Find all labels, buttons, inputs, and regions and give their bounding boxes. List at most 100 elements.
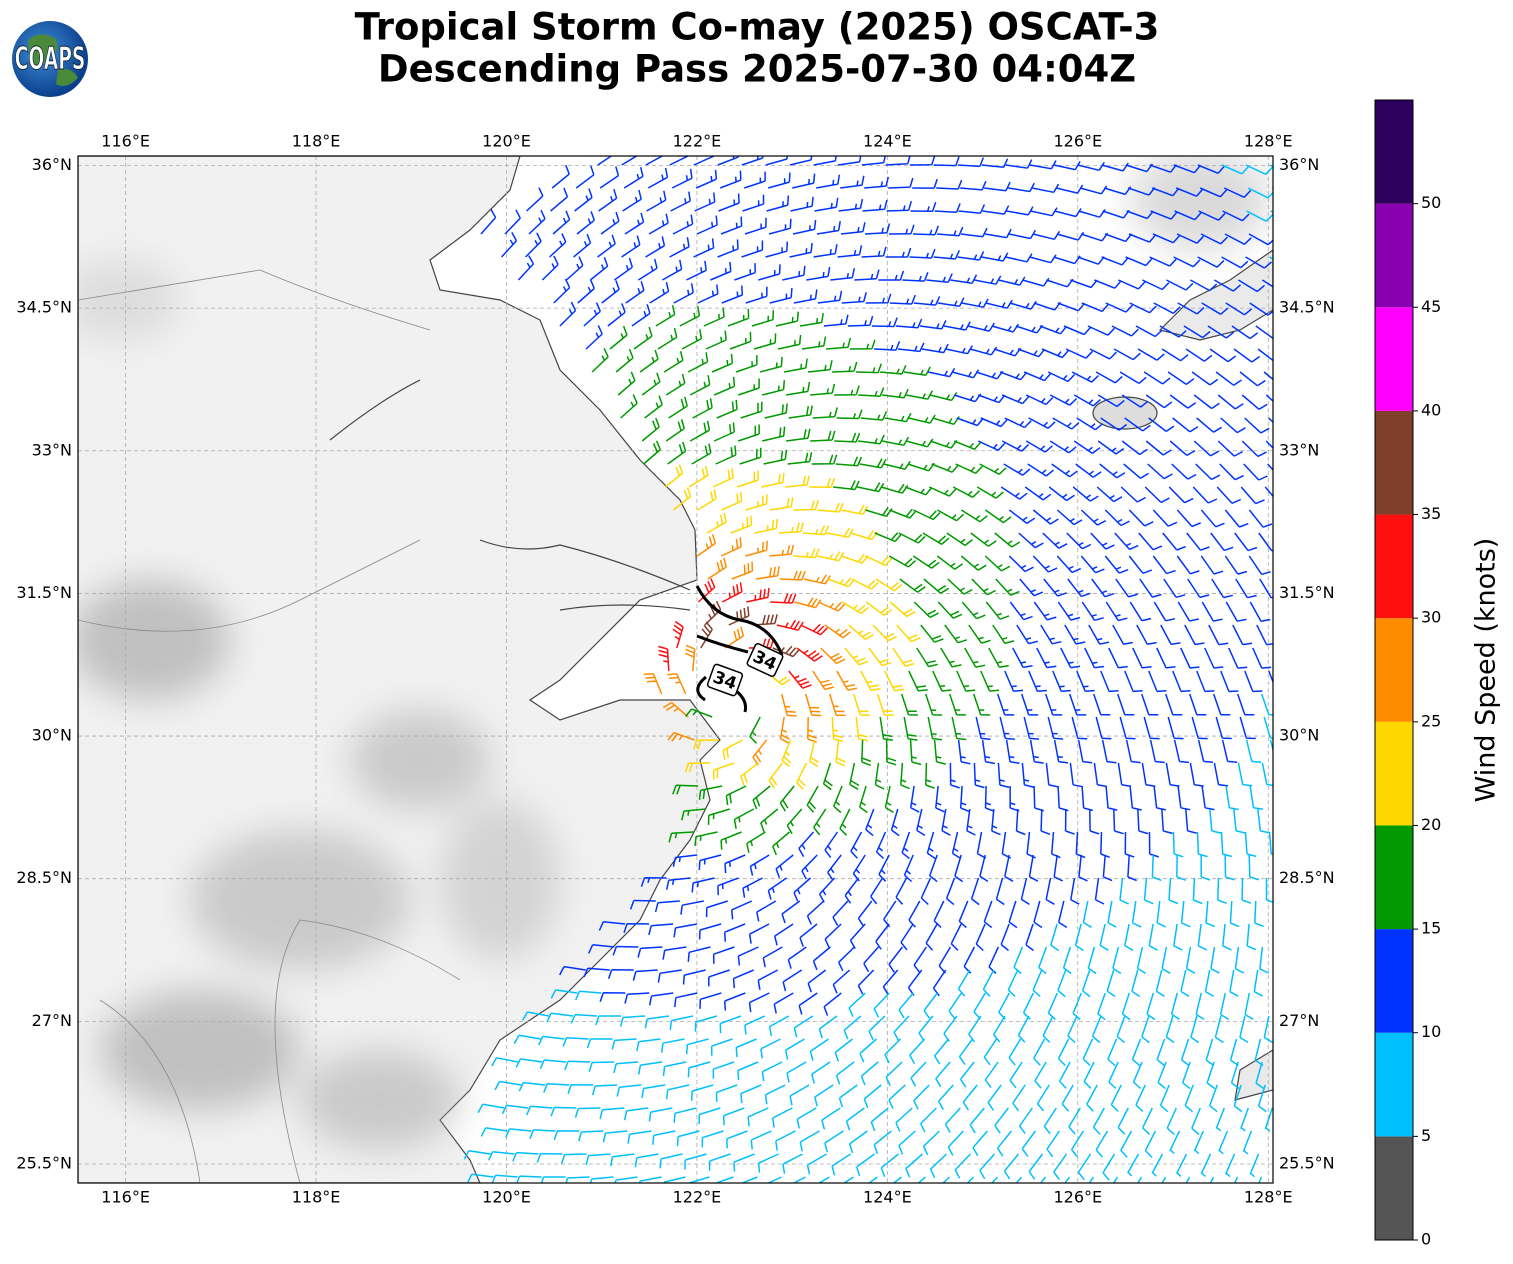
wind-barb	[1190, 279, 1218, 292]
wind-barb	[634, 1153, 659, 1168]
wind-barb	[917, 1176, 926, 1183]
wind-barb	[1034, 1061, 1047, 1089]
wind-barb	[670, 191, 691, 212]
lon-tick-label: 116°E	[101, 132, 150, 151]
wind-barb	[522, 1011, 550, 1021]
wind-barb	[667, 731, 695, 742]
wind-barb	[968, 1015, 982, 1043]
lon-tick-label: 126°E	[1053, 1188, 1102, 1207]
wind-barb	[932, 416, 960, 426]
wind-barb	[1219, 463, 1244, 481]
wind-barb	[766, 1176, 782, 1183]
wind-barb	[1007, 969, 1019, 998]
wind-barb	[806, 785, 819, 813]
wind-barb	[793, 548, 820, 559]
wind-barb	[536, 1152, 563, 1163]
wind-barb	[1063, 325, 1092, 336]
wind-barb	[859, 1038, 877, 1063]
wind-barb	[629, 899, 656, 910]
wind-barb	[858, 387, 885, 398]
wind-barb	[1058, 1061, 1071, 1089]
wind-barb	[1212, 693, 1231, 716]
wind-barb	[657, 327, 678, 350]
wind-barb	[1169, 440, 1196, 457]
wind-barb	[1028, 854, 1039, 882]
wind-barb	[980, 670, 1000, 692]
wind-barb	[1181, 1061, 1191, 1090]
wind-barb	[1267, 463, 1273, 471]
wind-barb	[598, 921, 626, 931]
wind-barb	[840, 222, 866, 235]
wind-barb	[1168, 486, 1194, 504]
wind-barb	[876, 693, 894, 716]
wind-barb	[798, 992, 818, 1015]
wind-barb	[1217, 440, 1243, 457]
wind-barb	[685, 1038, 709, 1055]
wind-barb	[824, 923, 842, 949]
wind-barb	[648, 1107, 673, 1122]
wind-barb	[665, 419, 686, 442]
wind-barb	[668, 831, 694, 843]
wind-barb	[804, 693, 822, 717]
wind-barb	[919, 320, 947, 330]
wind-barb	[745, 286, 768, 304]
wind-barb	[764, 1084, 786, 1105]
wind-barb	[1138, 532, 1163, 551]
colorbar-tick-label: 45	[1421, 297, 1441, 316]
lat-tick-label: 28.5°N	[16, 868, 72, 887]
wind-barb	[786, 428, 811, 442]
wind-barb	[551, 164, 570, 189]
wind-barb	[1081, 302, 1109, 313]
wind-barb	[852, 693, 870, 716]
wind-barb	[577, 279, 595, 304]
wind-barb	[707, 808, 731, 825]
wind-barb	[1001, 394, 1030, 405]
wind-barb	[827, 854, 842, 881]
wind-barb	[641, 1084, 666, 1099]
wind-barb	[1069, 762, 1083, 788]
wind-barb	[1246, 210, 1273, 222]
wind-barb	[1224, 233, 1252, 245]
wind-barb	[913, 1084, 930, 1110]
wind-barb	[871, 317, 898, 328]
wind-barb	[1205, 900, 1215, 928]
wind-barb	[686, 260, 707, 281]
wind-barb	[740, 762, 759, 786]
wind-barb	[741, 240, 764, 258]
wind-barb	[1214, 279, 1241, 292]
wind-barb	[1193, 394, 1220, 410]
wind-barb	[713, 1176, 734, 1183]
wind-barb	[788, 670, 812, 689]
wind-barb	[1107, 900, 1117, 928]
wind-barb	[1215, 716, 1232, 740]
wind-barb	[1005, 253, 1033, 263]
wind-barb	[782, 265, 806, 281]
wind-barb	[775, 1130, 796, 1151]
wind-barb	[687, 946, 711, 962]
wind-barb	[632, 969, 658, 981]
wind-barb	[789, 1084, 810, 1106]
wind-barb	[643, 440, 661, 465]
wind-barb	[794, 597, 822, 609]
wind-barb	[597, 156, 613, 166]
wind-barb	[588, 944, 615, 954]
wind-barb	[1156, 900, 1167, 928]
wind-barb	[933, 1038, 950, 1065]
wind-barb	[960, 227, 988, 238]
wind-barb	[812, 946, 831, 971]
wind-barb	[706, 512, 727, 534]
wind-barb	[1068, 1107, 1081, 1135]
wind-barb	[631, 304, 651, 327]
wind-barb	[932, 969, 947, 997]
wind-barb	[1141, 762, 1156, 787]
lon-tick-label: 126°E	[1053, 132, 1102, 151]
wind-barb	[768, 218, 792, 235]
wind-barb	[1163, 578, 1186, 599]
map-area: 34 34	[78, 156, 1273, 1183]
wind-barb	[991, 1176, 999, 1183]
wind-barb	[1127, 854, 1137, 882]
wind-barb	[961, 298, 989, 308]
wind-barb	[611, 1038, 637, 1050]
wind-barb	[1217, 877, 1227, 905]
wind-barb	[501, 1104, 529, 1115]
